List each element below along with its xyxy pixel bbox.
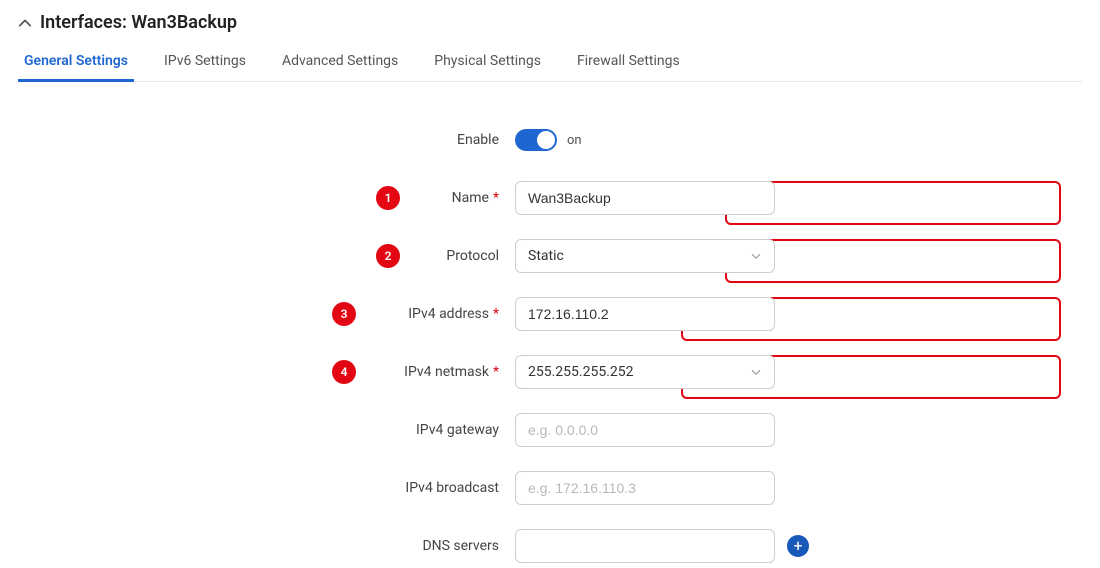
protocol-select-value: Static [528,248,564,264]
label-ipv4-netmask: IPv4 netmask [404,364,489,380]
label-enable-text: Enable [457,132,499,148]
tab-ipv6-settings[interactable]: IPv6 Settings [160,43,250,81]
ipv4-netmask-select[interactable]: 255.255.255.252 [515,355,775,389]
enable-toggle[interactable] [515,129,557,151]
row-protocol: Protocol Static 2 [18,234,1082,278]
label-protocol: Protocol [446,248,499,264]
tab-firewall-settings[interactable]: Firewall Settings [573,43,684,81]
form-area: Enable on Name * 1 [18,82,1082,568]
ipv4-broadcast-input[interactable] [515,471,775,505]
name-input[interactable] [515,181,775,215]
ipv4-gateway-input[interactable] [515,413,775,447]
ipv4-netmask-value: 255.255.255.252 [528,364,634,380]
tab-general-settings[interactable]: General Settings [20,43,132,81]
row-name: Name * 1 [18,176,1082,220]
row-dns-servers: DNS servers + [18,524,1082,568]
dns-servers-input[interactable] [515,529,775,563]
page-title: Interfaces: Wan3Backup [40,12,237,33]
chevron-down-icon [750,366,762,378]
label-name: Name [452,190,489,206]
row-enable: Enable on [18,118,1082,162]
row-ipv4-gateway: IPv4 gateway [18,408,1082,452]
annotation-outline-2 [725,239,1061,283]
required-asterisk-icon: * [493,306,499,322]
label-ipv4-gateway: IPv4 gateway [416,422,499,438]
tab-advanced-settings[interactable]: Advanced Settings [278,43,402,81]
tabs-bar: General Settings IPv6 Settings Advanced … [18,43,1082,82]
collapse-chevron-icon[interactable] [18,16,32,30]
label-ipv4-address: IPv4 address [408,306,489,322]
row-ipv4-address: IPv4 address * 3 [18,292,1082,336]
protocol-select[interactable]: Static [515,239,775,273]
row-ipv4-broadcast: IPv4 broadcast [18,466,1082,510]
chevron-down-icon [750,250,762,262]
label-ipv4-broadcast: IPv4 broadcast [405,480,499,496]
row-ipv4-netmask: IPv4 netmask * 255.255.255.252 4 [18,350,1082,394]
page-header: Interfaces: Wan3Backup [18,8,1082,43]
enable-state-label: on [567,133,582,148]
tab-physical-settings[interactable]: Physical Settings [430,43,545,81]
annotation-outline-1 [725,181,1061,225]
label-dns-servers: DNS servers [422,538,499,554]
required-asterisk-icon: * [493,190,499,206]
label-enable: Enable [315,132,515,148]
plus-icon: + [793,538,802,554]
add-dns-button[interactable]: + [787,535,809,557]
required-asterisk-icon: * [493,364,499,380]
page-root: Interfaces: Wan3Backup General Settings … [0,0,1100,568]
ipv4-address-input[interactable] [515,297,775,331]
